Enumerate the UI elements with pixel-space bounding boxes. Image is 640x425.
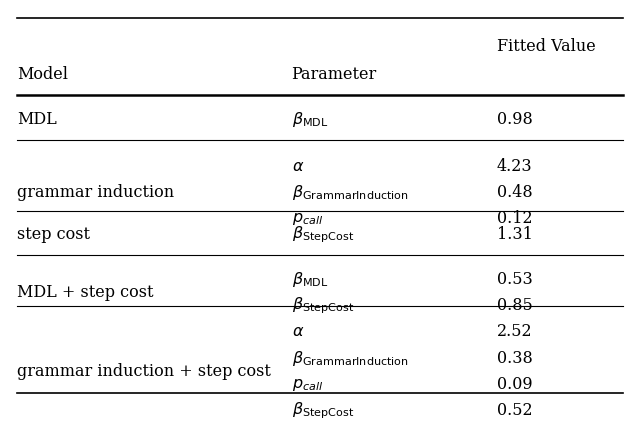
- Text: $\beta_{\mathrm{StepCost}}$: $\beta_{\mathrm{StepCost}}$: [292, 224, 354, 245]
- Text: Parameter: Parameter: [292, 66, 377, 83]
- Text: 4.23: 4.23: [497, 158, 532, 175]
- Text: 0.85: 0.85: [497, 297, 532, 314]
- Text: 0.53: 0.53: [497, 271, 532, 288]
- Text: $p_{call}$: $p_{call}$: [292, 210, 323, 227]
- Text: 0.98: 0.98: [497, 111, 532, 128]
- Text: grammar induction + step cost: grammar induction + step cost: [17, 363, 271, 380]
- Text: step cost: step cost: [17, 227, 90, 244]
- Text: $p_{call}$: $p_{call}$: [292, 376, 323, 393]
- Text: $\beta_{\mathrm{MDL}}$: $\beta_{\mathrm{MDL}}$: [292, 110, 328, 129]
- Text: 0.38: 0.38: [497, 350, 532, 367]
- Text: $\beta_{\mathrm{StepCost}}$: $\beta_{\mathrm{StepCost}}$: [292, 295, 354, 316]
- Text: MDL: MDL: [17, 111, 56, 128]
- Text: 0.09: 0.09: [497, 376, 532, 393]
- Text: 1.31: 1.31: [497, 227, 532, 244]
- Text: $\alpha$: $\alpha$: [292, 323, 304, 340]
- Text: $\beta_{\mathrm{GrammarInduction}}$: $\beta_{\mathrm{GrammarInduction}}$: [292, 183, 408, 202]
- Text: 2.52: 2.52: [497, 323, 532, 340]
- Text: 0.48: 0.48: [497, 184, 532, 201]
- Text: Model: Model: [17, 66, 68, 83]
- Text: MDL + step cost: MDL + step cost: [17, 284, 154, 301]
- Text: $\beta_{\mathrm{StepCost}}$: $\beta_{\mathrm{StepCost}}$: [292, 401, 354, 421]
- Text: $\beta_{\mathrm{GrammarInduction}}$: $\beta_{\mathrm{GrammarInduction}}$: [292, 349, 408, 368]
- Text: 0.12: 0.12: [497, 210, 532, 227]
- Text: $\beta_{\mathrm{MDL}}$: $\beta_{\mathrm{MDL}}$: [292, 270, 328, 289]
- Text: $\alpha$: $\alpha$: [292, 158, 304, 175]
- Text: Fitted Value: Fitted Value: [497, 38, 596, 55]
- Text: grammar induction: grammar induction: [17, 184, 174, 201]
- Text: 0.52: 0.52: [497, 402, 532, 419]
